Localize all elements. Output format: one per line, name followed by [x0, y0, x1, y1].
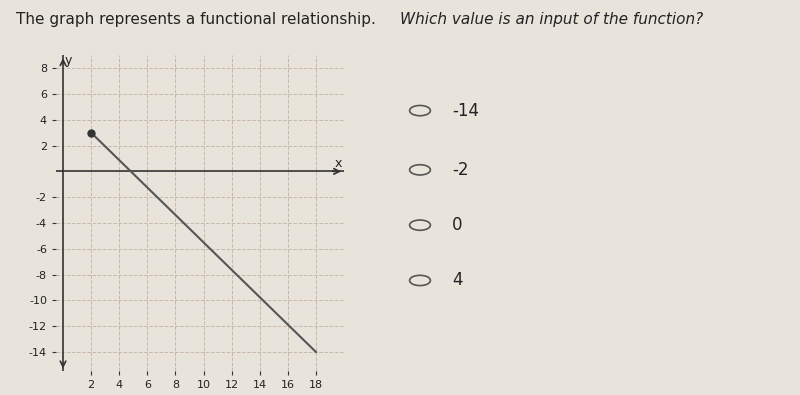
Text: 0: 0: [452, 216, 462, 234]
Text: x: x: [334, 157, 342, 170]
Text: -2: -2: [452, 161, 469, 179]
Text: 4: 4: [452, 271, 462, 290]
Text: The graph represents a functional relationship.: The graph represents a functional relati…: [16, 12, 376, 27]
Text: y: y: [65, 54, 72, 67]
Text: Which value is an input of the function?: Which value is an input of the function?: [400, 12, 703, 27]
Text: -14: -14: [452, 102, 479, 120]
